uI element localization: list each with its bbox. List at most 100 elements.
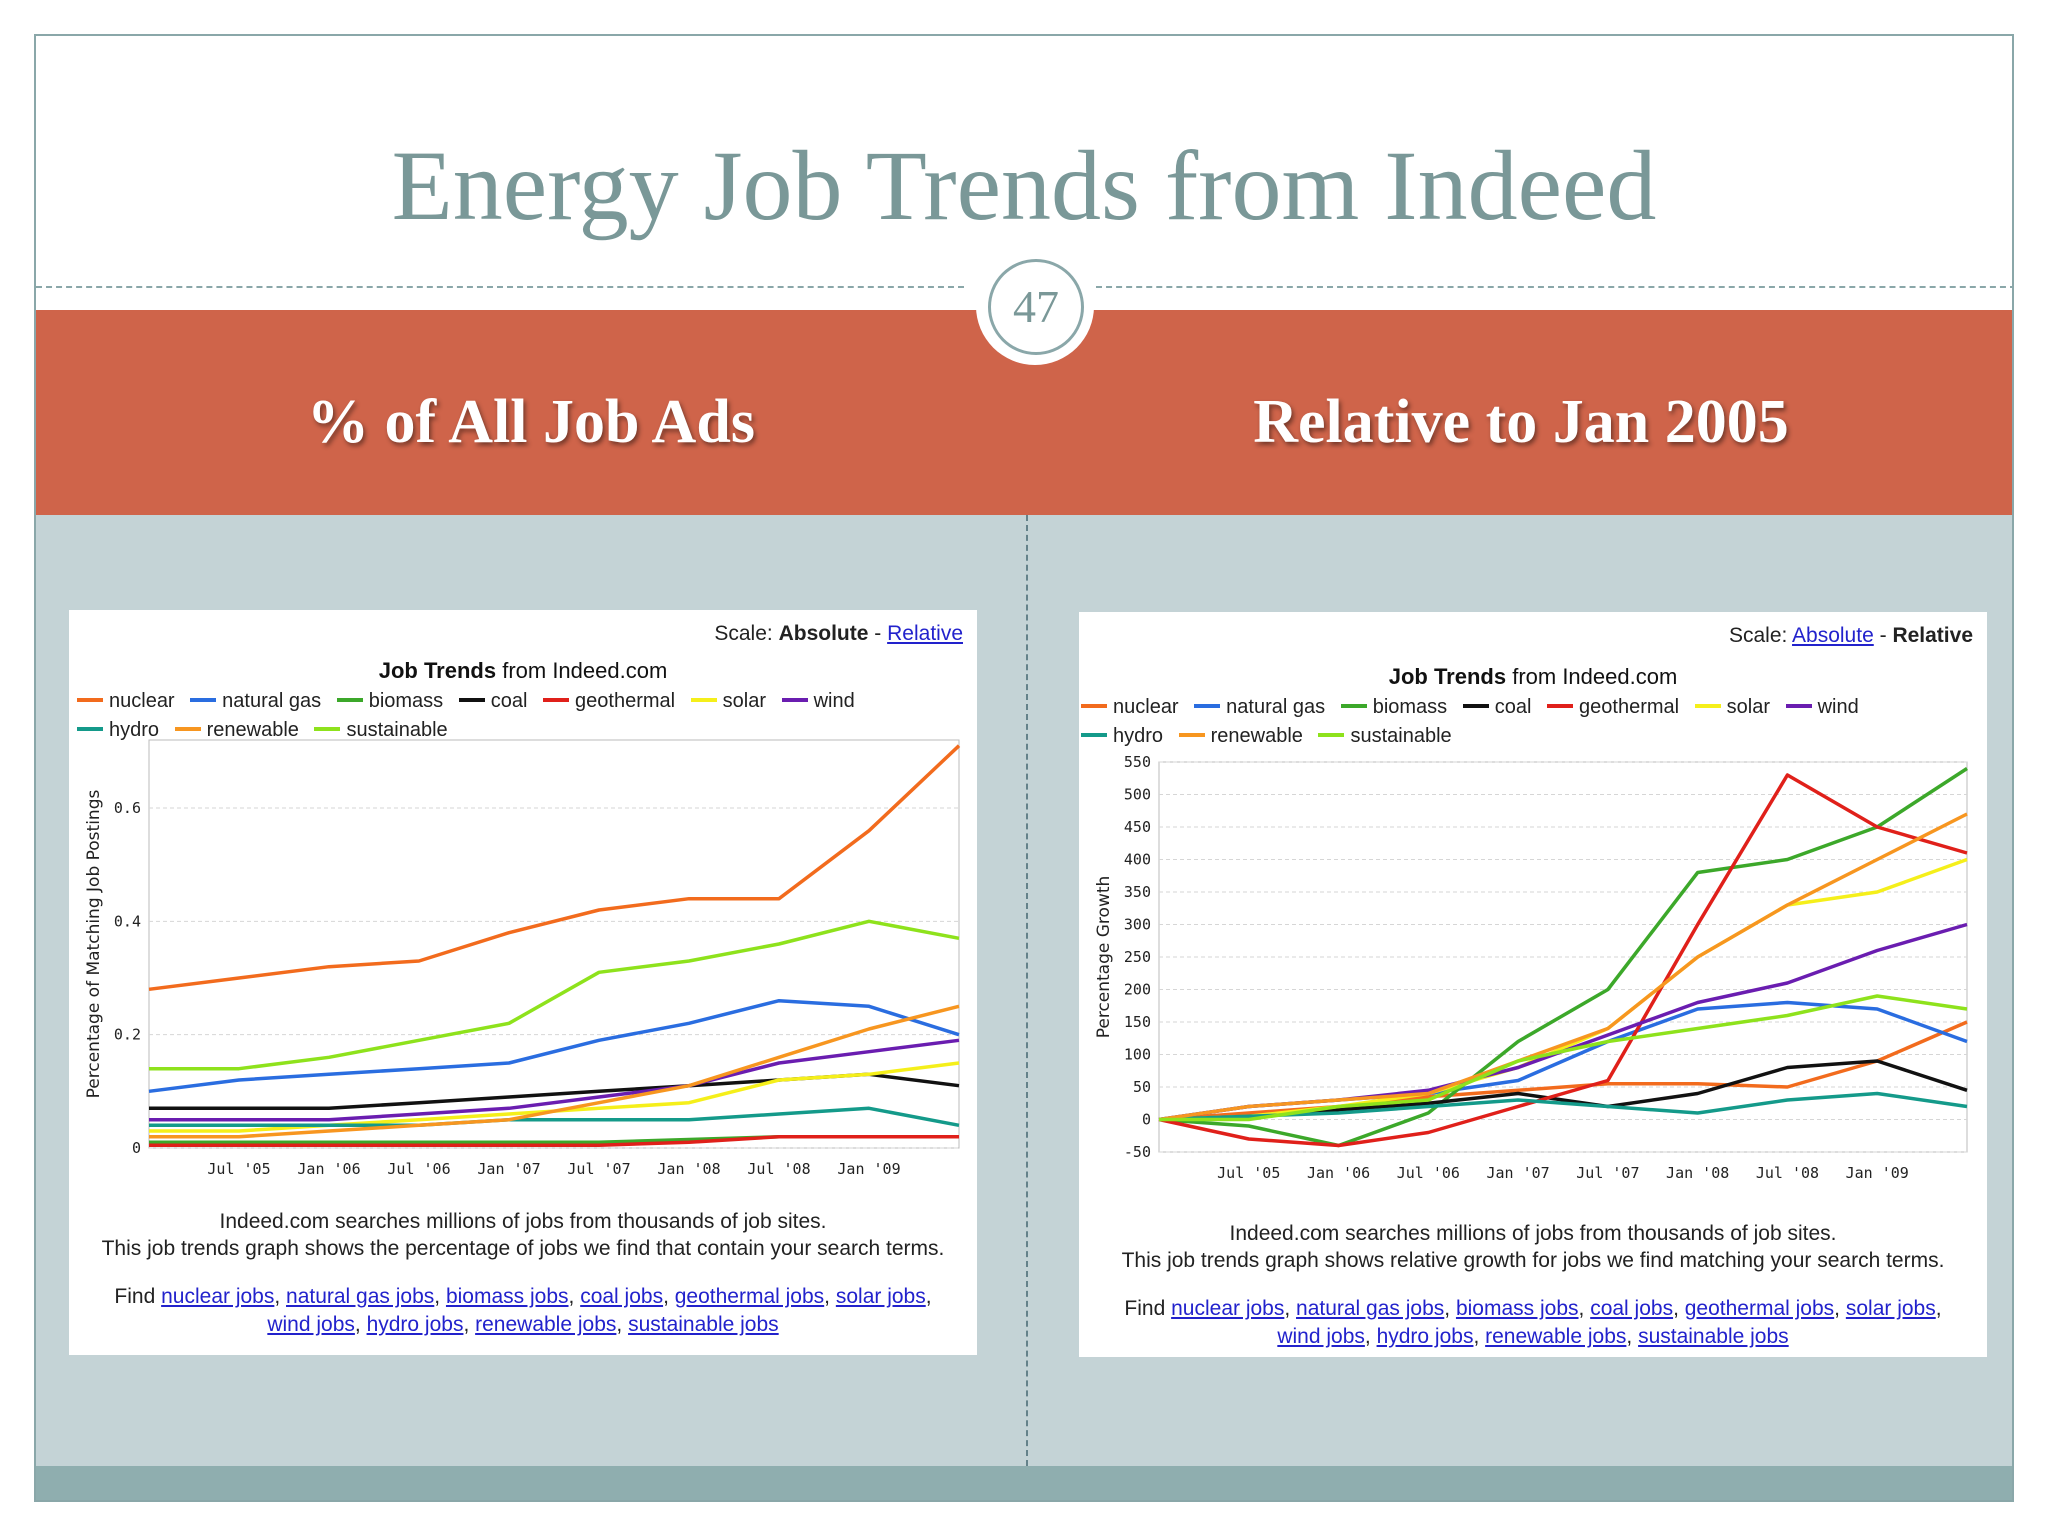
find-label: Find <box>1124 1297 1166 1320</box>
legend-item-solar: solar <box>1694 696 1770 719</box>
link-wind-jobs[interactable]: wind jobs <box>1277 1325 1365 1348</box>
page-number-badge: 47 <box>976 247 1094 365</box>
link-natural-gas-jobs[interactable]: natural gas jobs <box>1296 1297 1445 1320</box>
left-column-heading: % of All Job Ads <box>307 388 755 456</box>
link-wind-jobs[interactable]: wind jobs <box>267 1313 355 1336</box>
x-tick-label: Jul '07 <box>567 1160 630 1178</box>
scale-relative-active: Relative <box>1892 624 1973 647</box>
legend-swatch <box>314 726 341 731</box>
legend-swatch <box>781 697 808 702</box>
legend-swatch <box>190 697 217 702</box>
slide-title: Energy Job Trends from Indeed <box>391 130 1657 241</box>
link-solar-jobs[interactable]: solar jobs <box>835 1285 926 1308</box>
x-tick-label: Jan '09 <box>837 1160 900 1178</box>
link-nuclear-jobs[interactable]: nuclear jobs <box>1171 1297 1285 1320</box>
legend-swatch <box>77 726 103 731</box>
legend-item-coal: coal <box>1462 696 1531 719</box>
legend-label: solar <box>722 690 766 712</box>
link-geothermal-jobs[interactable]: geothermal jobs <box>674 1285 825 1308</box>
legend-item-biomass: biomass <box>336 690 443 713</box>
link-natural-gas-jobs[interactable]: natural gas jobs <box>286 1285 435 1308</box>
title-divider-left <box>36 286 964 288</box>
legend-swatch <box>543 697 570 702</box>
chart-title-bold: Job Trends <box>378 658 497 683</box>
legend-item-renewable: renewable <box>1178 725 1303 748</box>
link-sustainable-jobs[interactable]: sustainable jobs <box>628 1313 779 1336</box>
y-tick-label: 150 <box>1124 1013 1151 1031</box>
scale-toggle: Scale: Absolute - Relative <box>1729 624 1973 648</box>
column-divider <box>1026 515 1028 1466</box>
chart-legend: nuclear natural gas biomass coal geother… <box>77 690 865 742</box>
scale-absolute-link[interactable]: Absolute <box>1792 624 1874 647</box>
series-line-natural-gas <box>148 998 960 1094</box>
link-nuclear-jobs[interactable]: nuclear jobs <box>161 1285 275 1308</box>
legend-item-coal: coal <box>458 690 527 713</box>
legend-item-geothermal: geothermal <box>1547 696 1679 719</box>
legend-label: sustainable <box>1350 725 1452 747</box>
scale-relative-link[interactable]: Relative <box>887 622 963 645</box>
legend-swatch <box>458 697 485 702</box>
y-tick-label: 0 <box>132 1139 141 1157</box>
series-line-biomass <box>1158 767 1968 1148</box>
description-line-1: Indeed.com searches millions of jobs fro… <box>219 1210 827 1233</box>
x-tick-label: Jul '06 <box>387 1160 450 1178</box>
y-tick-label: 200 <box>1124 981 1151 999</box>
link-hydro-jobs[interactable]: hydro jobs <box>1376 1325 1474 1348</box>
x-tick-label: Jul '06 <box>1397 1164 1460 1182</box>
legend-swatch <box>1194 703 1221 708</box>
series-line-hydro <box>149 1106 960 1128</box>
legend-item-sustainable: sustainable <box>314 719 448 742</box>
legend-label: geothermal <box>575 690 676 712</box>
link-geothermal-jobs[interactable]: geothermal jobs <box>1684 1297 1835 1320</box>
link-renewable-jobs[interactable]: renewable jobs <box>1485 1325 1627 1348</box>
title-divider-right <box>1096 286 2012 288</box>
legend-label: hydro <box>1113 725 1164 747</box>
link-solar-jobs[interactable]: solar jobs <box>1845 1297 1936 1320</box>
series-line-sustainable <box>149 919 960 1071</box>
legend-swatch <box>1694 703 1721 708</box>
x-tick-label: Jan '06 <box>297 1160 360 1178</box>
y-tick-label: 0.6 <box>114 799 141 817</box>
y-tick-label: -50 <box>1124 1143 1151 1161</box>
link-coal-jobs[interactable]: coal jobs <box>580 1285 664 1308</box>
legend-item-nuclear: nuclear <box>77 690 175 713</box>
legend-row: hydro renewable sustainable <box>77 719 865 742</box>
legend-item-hydro: hydro <box>1081 725 1163 748</box>
legend-swatch <box>1340 703 1367 708</box>
legend-item-nuclear: nuclear <box>1081 696 1179 719</box>
link-renewable-jobs[interactable]: renewable jobs <box>475 1313 617 1336</box>
legend-label: natural gas <box>222 690 322 712</box>
x-tick-label: Jul '07 <box>1576 1164 1639 1182</box>
link-biomass-jobs[interactable]: biomass jobs <box>1455 1297 1579 1320</box>
legend-item-solar: solar <box>690 690 766 713</box>
x-tick-label: Jan '07 <box>1487 1164 1550 1182</box>
scale-toggle: Scale: Absolute - Relative <box>714 622 963 646</box>
absolute-chart-panel: Scale: Absolute - Relative Job Trends fr… <box>69 610 977 1355</box>
link-sustainable-jobs[interactable]: sustainable jobs <box>1638 1325 1789 1348</box>
legend-swatch <box>1318 732 1345 737</box>
legend-swatch <box>1785 703 1812 708</box>
x-tick-label: Jan '08 <box>1666 1164 1729 1182</box>
job-links: Find nuclear jobs, natural gas jobs, bio… <box>69 1283 977 1339</box>
x-tick-label: Jul '08 <box>747 1160 810 1178</box>
link-hydro-jobs[interactable]: hydro jobs <box>366 1313 464 1336</box>
job-links: Find nuclear jobs, natural gas jobs, bio… <box>1079 1295 1987 1351</box>
legend-swatch <box>336 697 363 702</box>
link-biomass-jobs[interactable]: biomass jobs <box>445 1285 569 1308</box>
y-tick-label: 50 <box>1133 1078 1151 1096</box>
y-tick-label: 0.4 <box>114 912 141 930</box>
y-tick-label: 350 <box>1124 883 1151 901</box>
link-coal-jobs[interactable]: coal jobs <box>1590 1297 1674 1320</box>
find-label: Find <box>114 1285 156 1308</box>
legend-swatch <box>690 697 717 702</box>
legend-label: biomass <box>1372 696 1448 718</box>
right-column-heading: Relative to Jan 2005 <box>1253 388 1789 456</box>
legend-item-wind: wind <box>781 690 855 713</box>
series-line-renewable <box>149 1004 960 1139</box>
legend-label: hydro <box>109 719 160 741</box>
scale-separator: - <box>874 622 882 645</box>
legend-swatch <box>1178 732 1205 737</box>
legend-item-wind: wind <box>1785 696 1859 719</box>
series-line-wind <box>149 1038 960 1122</box>
legend-row: hydro renewable sustainable <box>1081 725 1869 748</box>
